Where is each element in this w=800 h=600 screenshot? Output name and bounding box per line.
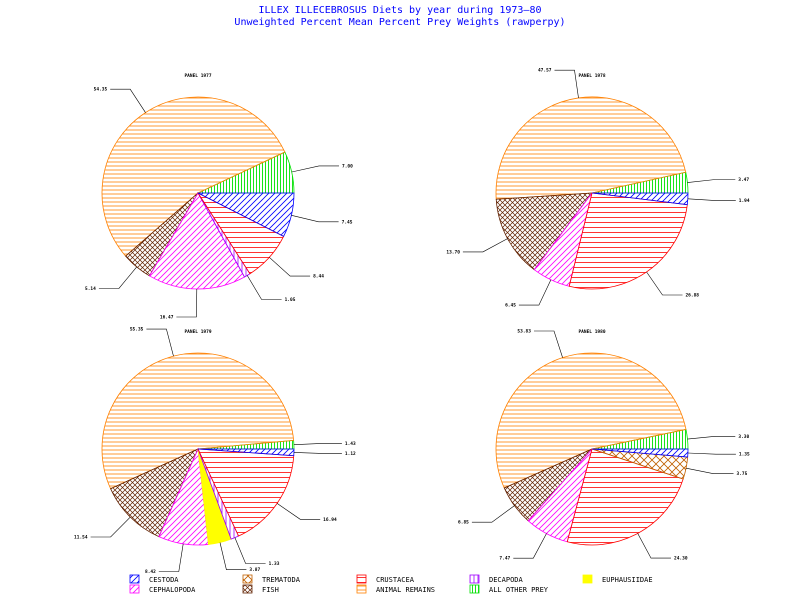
pie-1-label-decapoda: 1.05: [285, 297, 296, 303]
pie-4-leader-trematoda: [686, 467, 734, 475]
pie-2-slice-crustacea: [568, 192, 688, 290]
pie-1-leader-animal-remains: [110, 88, 146, 113]
pie-3-label-cephalopoda: 8.42: [145, 569, 156, 575]
legend-swatch-decapoda: [469, 574, 480, 584]
legend: CESTODA CEPHALOPODA TREMATODA FISH CRUSTACEA…: [129, 574, 653, 594]
pie-title-1: PANEL 1977: [184, 73, 211, 79]
pie-2-leader-cestoda: [687, 198, 736, 201]
pie-2-label-fish: 13.70: [446, 249, 460, 255]
pie-4-label-cestoda: 1.35: [739, 452, 750, 458]
pie-3-label-fish: 11.54: [74, 534, 88, 540]
pie-2-label-cestoda: 1.94: [739, 198, 750, 204]
pie-4-label-cephalopoda: 7.47: [499, 556, 510, 562]
pie-1-leader-all-other-prey: [291, 165, 339, 173]
legend-swatch-cestoda: [129, 574, 140, 584]
pie-2-label-all-other-prey: 3.47: [738, 177, 749, 183]
pie-4-label-all-other-prey: 3.30: [738, 434, 749, 440]
legend-label-decapoda: DECAPODA: [489, 576, 524, 584]
pie-1-leader-decapoda: [246, 275, 282, 300]
pie-3-leader-cephalopoda: [158, 543, 184, 572]
legend-swatch-crustacea: [356, 574, 367, 584]
pie-4-label-trematoda: 3.75: [737, 471, 748, 477]
pie-3-leader-all-other-prey: [293, 443, 342, 445]
legend-swatch-animal-remains: [356, 584, 367, 594]
pie-2: PANEL 1978 3.47 47.57 13.70 6.45 26.88 1.94: [446, 68, 750, 309]
pie-1: PANEL 1977 7.00 54.35 5.14 16.47 1.05 8.44 7.45: [85, 73, 353, 320]
legend-label-all-other-prey: ALL OTHER PREY: [489, 586, 549, 594]
pie-2-label-crustacea: 26.88: [685, 293, 699, 299]
pie-title-2: PANEL 1978: [578, 73, 605, 79]
pie-4-leader-cestoda: [687, 452, 736, 455]
pie-2-leader-cephalopoda: [518, 279, 552, 306]
pie-3-leader-crustacea: [276, 503, 321, 520]
pie-1-label-cestoda: 7.45: [342, 219, 353, 225]
pie-4-leader-all-other-prey: [687, 435, 736, 440]
pie-4-label-crustacea: 24.30: [674, 556, 688, 562]
pie-4-slice-animal-remains: [495, 352, 687, 489]
pies-group: PANEL 1977 7.00 54.35 5.14 16.47 1.05 8.44 7.45…: [74, 68, 750, 575]
pie-3-leader-cestoda: [293, 452, 342, 454]
pie-4-leader-fish: [471, 505, 515, 523]
pie-3-leader-decapoda: [234, 537, 266, 564]
pie-4-label-animal-remains: 53.83: [517, 328, 531, 334]
pie-3-leader-animal-remains: [146, 328, 174, 357]
pie-3-leader-fish: [90, 516, 131, 538]
pie-3-label-decapoda: 1.33: [269, 561, 280, 567]
pie-3-slice-animal-remains: [101, 352, 295, 490]
pie-2-slice-fish: [495, 192, 593, 271]
pie-3-label-cestoda: 1.12: [345, 451, 356, 457]
pie-2-leader-fish: [462, 238, 508, 253]
pie-4-leader-animal-remains: [534, 330, 563, 358]
legend-swatch-cephalopoda: [129, 584, 140, 594]
pie-4: PANEL 1980 3.30 53.83 6.85 7.47 24.30 3.75 1.35: [458, 328, 750, 561]
pie-2-leader-all-other-prey: [687, 179, 736, 183]
pie-2-label-animal-remains: 47.57: [538, 68, 552, 74]
legend-label-euphausiidae: EUPHAUSIIDAE: [602, 576, 653, 584]
legend-label-cestoda: CESTODA: [149, 576, 179, 584]
legend-label-trematoda: TREMATODA: [262, 576, 301, 584]
pie-3-label-all-other-prey: 1.43: [345, 441, 356, 447]
pie-3-label-animal-remains: 55.35: [130, 327, 144, 333]
pie-title-4: PANEL 1980: [578, 329, 605, 335]
pie-2-leader-crustacea: [646, 271, 683, 296]
legend-label-cephalopoda: CEPHALOPODA: [149, 586, 196, 594]
chart-title: ILLEX ILLECEBROSUS Diets by year during …: [259, 5, 542, 16]
pie-1-leader-cestoda: [291, 215, 339, 223]
pie-3-leader-euphausiidae: [219, 542, 247, 571]
pie-3: PANEL 1979 1.43 55.35 11.54 8.42 3.87 1.33 16.9…: [74, 327, 356, 575]
pie-2-label-cephalopoda: 6.45: [505, 303, 516, 309]
pie-1-slice-cephalopoda: [148, 192, 246, 290]
pie-1-slice-cestoda: [197, 192, 295, 237]
pie-3-slice-crustacea: [197, 448, 295, 537]
legend-label-fish: FISH: [262, 586, 279, 594]
legend-label-animal-remains: ANIMAL REMAINS: [376, 586, 435, 594]
pie-4-label-fish: 6.85: [458, 520, 469, 526]
pie-4-leader-crustacea: [637, 533, 671, 559]
pie-2-leader-animal-remains: [554, 69, 579, 99]
legend-swatch-trematoda: [242, 574, 253, 584]
pie-3-slice-fish: [110, 448, 199, 538]
legend-label-crustacea: CRUSTACEA: [376, 576, 415, 584]
pie-1-label-animal-remains: 54.35: [94, 87, 108, 93]
pie-1-slice-animal-remains: [101, 96, 286, 257]
pie-1-leader-crustacea: [269, 257, 311, 277]
pie-1-label-fish: 5.14: [85, 286, 96, 292]
pie-3-label-euphausiidae: 3.87: [249, 567, 260, 573]
legend-swatch-all-other-prey: [469, 584, 480, 594]
pie-3-label-crustacea: 16.94: [323, 517, 337, 523]
pie-1-leader-cephalopoda: [176, 288, 198, 318]
pie-1-label-cephalopoda: 16.47: [160, 314, 174, 320]
legend-swatch-fish: [242, 584, 253, 594]
pie-title-3: PANEL 1979: [184, 329, 211, 335]
pie-4-leader-cephalopoda: [513, 533, 547, 559]
pie-1-label-crustacea: 8.44: [313, 274, 324, 280]
chart-subtitle: Unweighted Percent Mean Percent Prey Wei…: [234, 17, 565, 28]
pie-1-leader-fish: [98, 266, 137, 289]
legend-swatch-euphausiidae: [582, 574, 593, 584]
pie-1-label-all-other-prey: 7.00: [342, 163, 353, 169]
